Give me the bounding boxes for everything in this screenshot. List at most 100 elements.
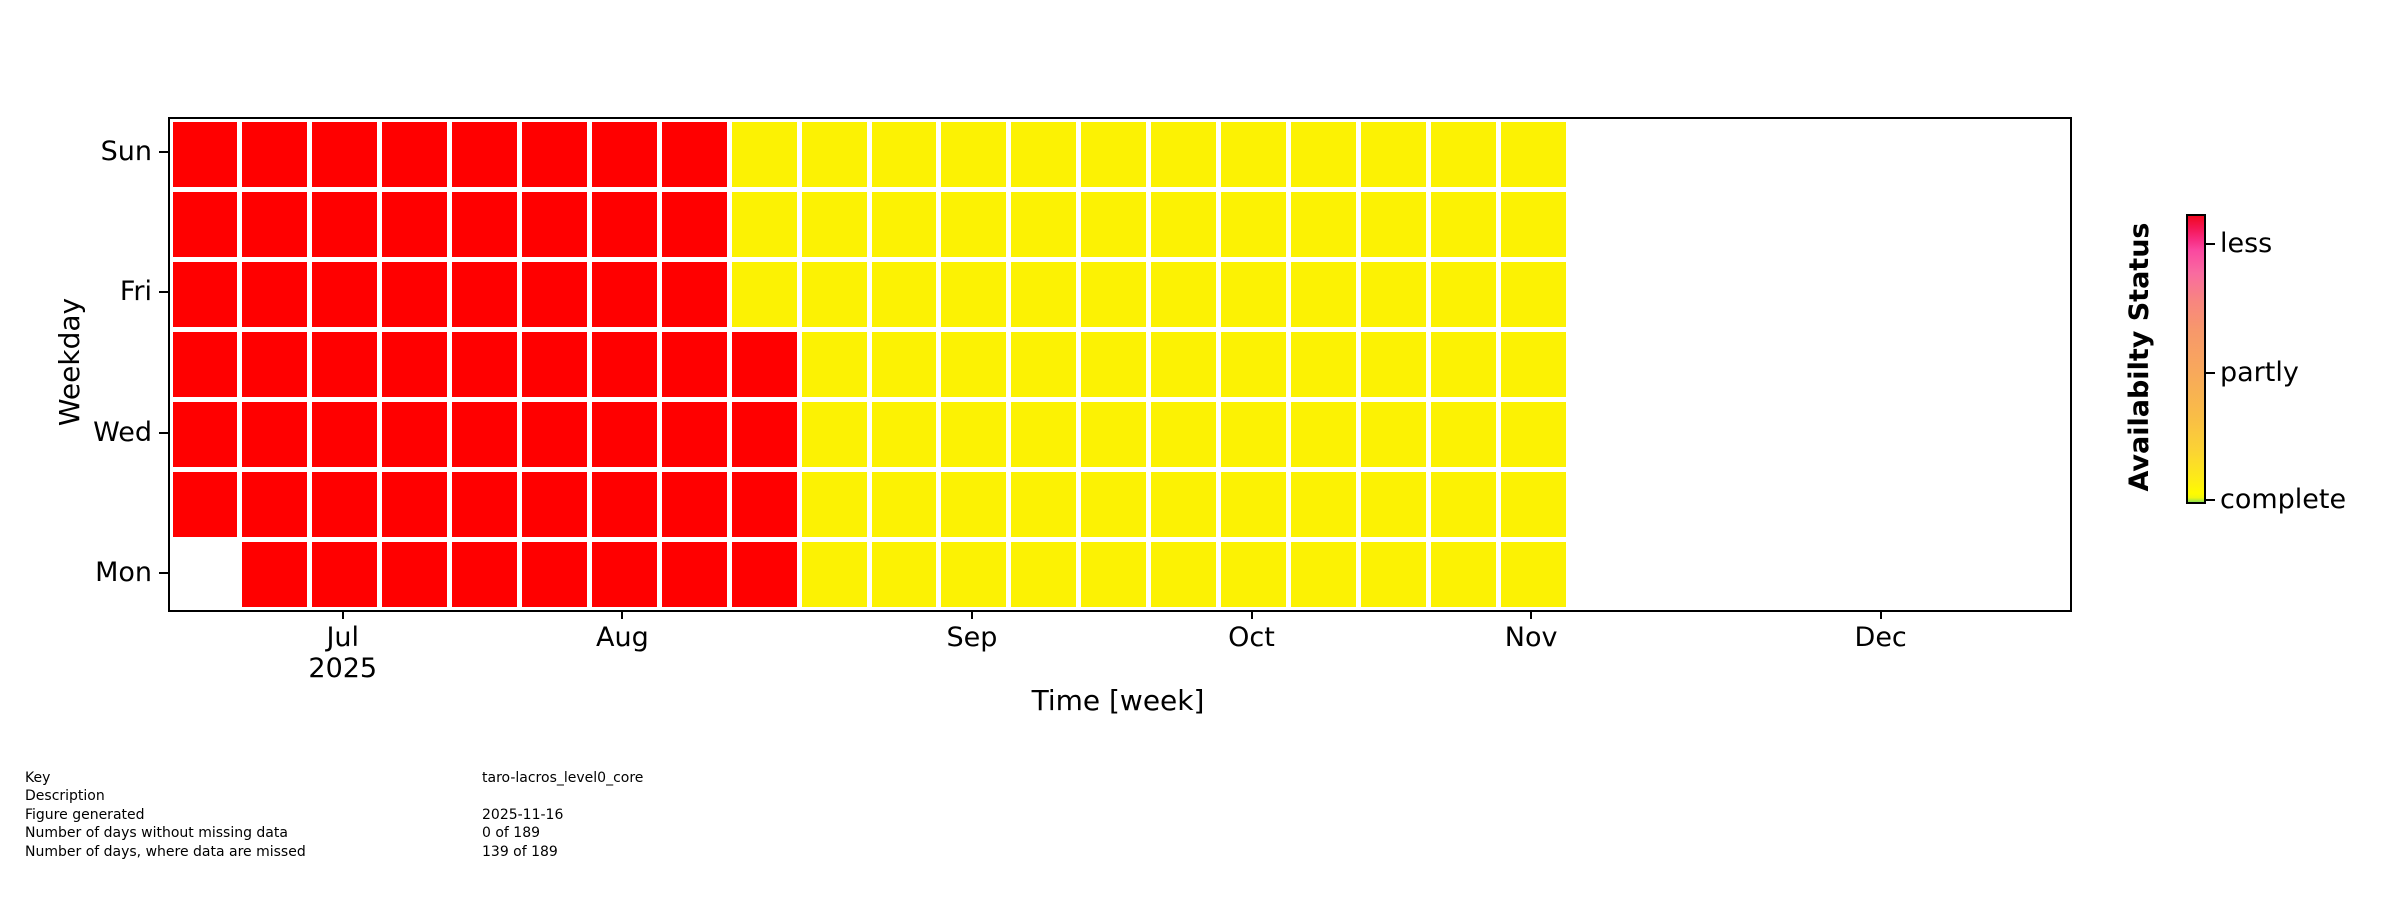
heatmap-cell [1011,331,1077,398]
heatmap-cell [1081,121,1147,187]
colorbar-tick-label: complete [2220,484,2347,515]
heatmap-cell [452,261,517,327]
heatmap-cell [1151,472,1217,538]
heatmap-cell [731,261,797,327]
heatmap-cell [941,542,1007,608]
heatmap-cell [591,121,657,187]
heatmap-cell [312,472,378,538]
heatmap-cell [1151,331,1217,398]
heatmap-cell [1290,191,1356,257]
heatmap-cell [941,121,1007,187]
heatmap-cell [661,261,727,327]
heatmap-cell [1360,191,1426,257]
heatmap-cell [801,261,867,327]
heatmap-cell [871,331,937,398]
heatmap-cell [801,121,867,187]
metadata-value: 0 of 189 [482,825,541,842]
heatmap-cell [1011,191,1077,257]
heatmap-cell [731,402,797,468]
colorbar-tick-mark [2206,371,2215,374]
heatmap-cell [242,402,308,468]
heatmap-cell [1221,542,1286,608]
heatmap-cell [172,472,238,538]
x-tick-label: Sep [946,622,998,653]
heatmap-cell [871,402,937,468]
heatmap-cell [1360,121,1426,187]
heatmap-cell [382,402,448,468]
heatmap-cell [522,331,587,398]
heatmap-cell [661,191,727,257]
heatmap-cell [522,261,587,327]
heatmap-cell [312,261,378,327]
heatmap-cell [452,472,517,538]
heatmap-plot-area [168,117,2072,612]
heatmap-cell [1360,542,1426,608]
heatmap-cell [172,331,238,398]
heatmap-cell [522,191,587,257]
heatmap-cell [801,472,867,538]
heatmap-cell [1430,121,1496,187]
heatmap-cell [1500,472,1566,538]
heatmap-cell [661,472,727,538]
heatmap-cell [172,261,238,327]
metadata-value: 139 of 189 [482,843,558,860]
heatmap-cell [242,331,308,398]
heatmap-cell [452,542,517,608]
heatmap-cell [1081,331,1147,398]
heatmap-cell [591,191,657,257]
heatmap-cell [1011,261,1077,327]
x-tick-label: Nov [1504,622,1558,653]
heatmap-cell [731,191,797,257]
heatmap-cell [871,472,937,538]
y-tick-mark [159,431,168,434]
heatmap-cell [1500,331,1566,398]
x-tick-mark [1530,610,1533,619]
heatmap-cell [382,261,448,327]
colorbar-tick-label: partly [2220,356,2299,388]
y-tick-label: Fri [119,276,152,308]
heatmap-cell [1221,191,1286,257]
heatmap-cell [1011,472,1077,538]
heatmap-cell [172,121,238,187]
y-tick-label: Wed [93,416,152,448]
heatmap-cell [801,402,867,468]
heatmap-cell [1500,191,1566,257]
heatmap-cell [382,121,448,187]
heatmap-cell [1221,121,1286,187]
heatmap-cell [242,261,308,327]
heatmap-cell [1221,402,1286,468]
heatmap-cell [522,472,587,538]
colorbar-tick-mark [2206,499,2215,501]
metadata-label: Figure generated [25,806,145,823]
y-tick-mark [159,151,168,154]
heatmap-cell [801,542,867,608]
heatmap-cell [1290,402,1356,468]
x-tick-year-label: 2025 [308,653,378,684]
heatmap-cell [1360,472,1426,538]
heatmap-cell [871,261,937,327]
heatmap-cell [591,402,657,468]
metadata-value: 2025-11-16 [482,806,564,823]
heatmap-cell [1430,331,1496,398]
y-tick-mark [159,291,168,294]
heatmap-cell [1430,542,1496,608]
heatmap-cell [1081,191,1147,257]
heatmap-cell [522,402,587,468]
heatmap-cell [242,191,308,257]
heatmap-cell [941,402,1007,468]
heatmap-cell [312,121,378,187]
heatmap-cell [242,121,308,187]
heatmap-cell [591,261,657,327]
heatmap-cell [382,191,448,257]
heatmap-cell [1151,121,1217,187]
x-tick-label: Jul 2025 [263,622,423,684]
heatmap-cell [941,261,1007,327]
y-tick-label: Mon [95,556,152,588]
heatmap-cell [242,472,308,538]
x-tick-mark [1879,610,1882,619]
heatmap-cell [801,191,867,257]
heatmap-cell [1221,261,1286,327]
heatmap-cell [522,121,587,187]
heatmap-cell [452,121,517,187]
